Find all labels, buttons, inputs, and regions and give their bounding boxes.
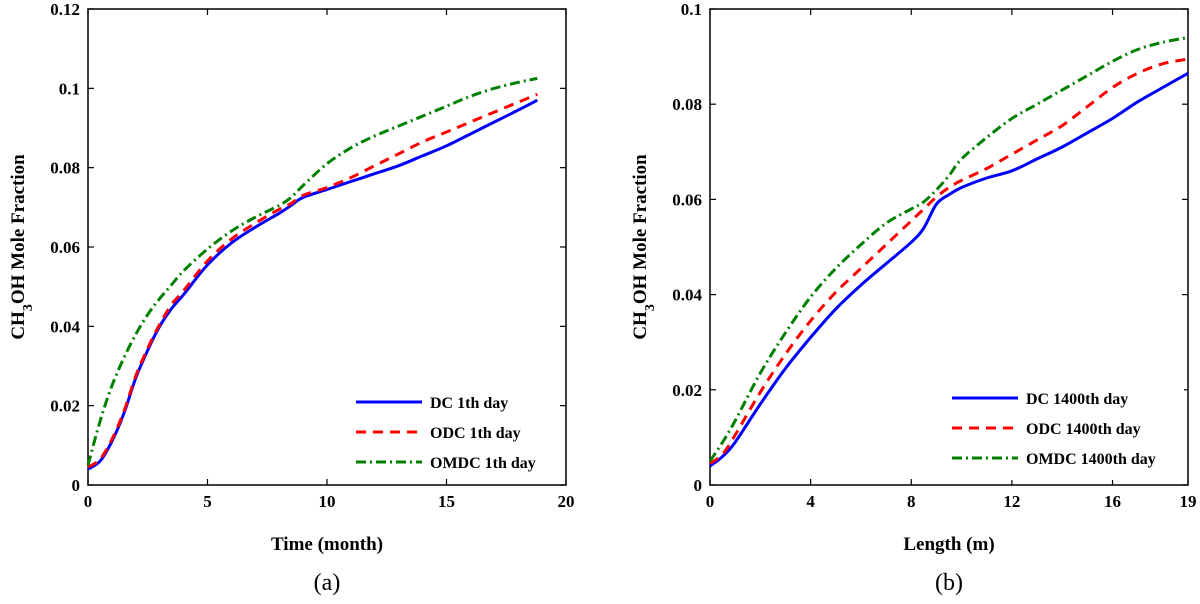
y-tick-label: 0.02	[50, 397, 80, 416]
y-tick-label: 0	[72, 476, 81, 495]
x-tick-label: 16	[1104, 492, 1121, 511]
panel-label-a: (a)	[314, 570, 341, 596]
y-tick-label: 0.12	[50, 0, 80, 19]
legend: DC 1th day ODC 1th day OMDC 1th day	[346, 387, 560, 479]
x-axis: 0 4 8 12 16 19	[706, 9, 1197, 511]
y-tick-label: 0.02	[672, 381, 702, 400]
legend-label: OMDC 1400th day	[1026, 451, 1156, 468]
x-tick-label: 12	[1003, 492, 1020, 511]
legend-box	[942, 384, 1184, 480]
legend-label: ODC 1th day	[430, 425, 521, 442]
x-tick-label: 10	[319, 492, 336, 511]
y-tick-label: 0.1	[681, 0, 702, 19]
x-tick-label: 15	[438, 492, 455, 511]
y-tick-label: 0	[694, 476, 703, 495]
y-tick-label: 0.06	[672, 190, 702, 209]
series-line-odc-1400th-day	[709, 57, 1189, 465]
legend-label: DC 1th day	[430, 395, 508, 412]
y-axis-label: CH3OH Mole Fraction	[630, 154, 658, 340]
x-tick-label: 5	[203, 492, 212, 511]
x-tick-label: 0	[706, 492, 715, 511]
y-tick-label: 0.08	[50, 159, 80, 178]
series-line-omdc-1400th-day	[708, 36, 1189, 463]
y-tick-label: 0.04	[50, 317, 80, 336]
series-line-dc-1400th-day	[709, 71, 1189, 468]
x-axis-label: Time (month)	[271, 534, 383, 555]
x-axis-label: Length (m)	[903, 534, 994, 555]
panel-label-b: (b)	[935, 570, 963, 596]
series-line-odc-1th-day	[87, 92, 538, 469]
legend-label: DC 1400th day	[1026, 391, 1128, 408]
x-tick-label: 8	[907, 492, 916, 511]
y-axis: 0 0.02 0.04 0.06 0.08 0.1 0.12	[50, 0, 566, 495]
x-tick-label: 4	[806, 492, 815, 511]
series-group	[86, 76, 539, 471]
chart-panel-b: 0 4 8 12 16 19 0 0.02 0.04 0.06 0.08 0.1 Length (m…	[630, 0, 1197, 596]
y-tick-label: 0.1	[59, 79, 80, 98]
x-tick-label: 0	[84, 492, 93, 511]
x-axis: 0 5 10 15 20	[84, 9, 575, 511]
legend: DC 1400th day ODC 1400th day OMDC 1400th d…	[942, 384, 1184, 480]
y-axis-label: CH3OH Mole Fraction	[8, 154, 36, 340]
y-tick-label: 0.04	[672, 286, 702, 305]
x-tick-label: 20	[558, 492, 575, 511]
series-group	[708, 36, 1189, 468]
legend-label: ODC 1400th day	[1026, 421, 1141, 438]
y-axis: 0 0.02 0.04 0.06 0.08 0.1	[672, 0, 1188, 495]
y-tick-label: 0.08	[672, 95, 702, 114]
y-tick-label: 0.06	[50, 238, 80, 257]
x-tick-label: 19	[1180, 492, 1197, 511]
chart-panel-a: 0 5 10 15 20 0 0.02 0.04 0.06 0.08 0.1 0.12 Time (…	[8, 0, 575, 596]
legend-label: OMDC 1th day	[430, 455, 536, 472]
